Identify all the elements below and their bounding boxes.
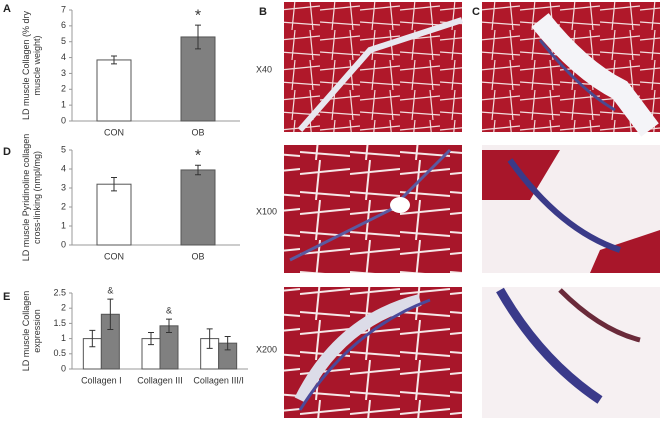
y-axis-label: LD muscle Pyridinoline collagen xyxy=(21,134,31,262)
image-detail xyxy=(390,197,410,213)
x-tick-label: Collagen III/I xyxy=(193,375,244,385)
error-bar xyxy=(206,328,213,349)
x-tick-label: CON xyxy=(104,127,124,137)
image-detail xyxy=(294,294,422,403)
panel-label: A xyxy=(3,3,11,15)
image xyxy=(284,287,462,418)
y-tick-label: 7 xyxy=(61,4,66,14)
panel-label: E xyxy=(3,291,10,303)
panel-label: B xyxy=(259,6,267,18)
annotation: & xyxy=(166,306,172,316)
y-tick-label: 1.5 xyxy=(53,318,66,328)
image xyxy=(284,2,462,132)
y-tick-label: 2 xyxy=(61,201,66,211)
y-tick-label: 5 xyxy=(61,36,66,46)
error-bar xyxy=(195,164,201,176)
y-tick-label: 6 xyxy=(61,20,66,30)
x-tick-label: OB xyxy=(191,127,204,137)
error-bar xyxy=(107,298,114,330)
histology-images xyxy=(284,2,660,418)
x-tick-label: CON xyxy=(104,251,124,261)
y-tick-label: 4 xyxy=(61,163,66,173)
image-detail xyxy=(496,287,603,404)
error-bar xyxy=(195,24,201,50)
error-bar xyxy=(111,55,117,65)
error-bar xyxy=(224,335,231,351)
y-tick-label: 5 xyxy=(61,144,66,154)
panel-label: D xyxy=(3,146,11,158)
y-tick-label: 3 xyxy=(61,182,66,192)
y-tick-label: 1 xyxy=(61,100,66,110)
image-detail xyxy=(289,148,452,262)
y-axis-label: expression xyxy=(32,309,42,353)
bar xyxy=(180,36,216,122)
bar xyxy=(96,59,132,122)
image-detail xyxy=(531,13,659,137)
y-tick-label: 3 xyxy=(61,68,66,78)
annotation: & xyxy=(107,285,113,295)
x-tick-label: OB xyxy=(191,251,204,261)
error-bar xyxy=(111,177,117,192)
y-tick-label: 2 xyxy=(61,84,66,94)
image-detail xyxy=(297,17,463,132)
image-detail xyxy=(298,298,431,411)
y-tick-label: 4 xyxy=(61,52,66,62)
y-axis-label: muscle weight) xyxy=(32,35,42,95)
y-tick-label: 1 xyxy=(61,220,66,230)
image-detail xyxy=(538,39,616,112)
image-detail xyxy=(507,158,621,253)
y-tick-label: 0 xyxy=(61,115,66,125)
x-tick-label: Collagen I xyxy=(81,375,122,385)
y-tick-label: 0 xyxy=(61,239,66,249)
magnification: X100 xyxy=(256,206,277,216)
image-detail xyxy=(558,288,641,343)
y-tick-label: 2 xyxy=(61,303,66,313)
error-bar xyxy=(148,332,154,346)
error-bar xyxy=(89,329,96,348)
y-tick-label: 0 xyxy=(61,363,66,373)
y-axis-label: cross-linking (nmpl/mg) xyxy=(32,151,42,244)
annotation: * xyxy=(195,7,201,24)
bar xyxy=(96,183,132,246)
x-tick-label: Collagen III xyxy=(137,375,183,385)
panel-label: C xyxy=(472,6,480,18)
y-tick-label: 0.5 xyxy=(53,348,66,358)
magnification: X200 xyxy=(256,344,277,354)
y-axis-label: LD muscle Collagen xyxy=(21,291,31,372)
annotation: * xyxy=(195,147,201,164)
y-tick-label: 1 xyxy=(61,333,66,343)
magnification: X40 xyxy=(256,64,272,74)
y-axis-label: LD muscle Collagen (% dry xyxy=(21,10,31,120)
error-bar xyxy=(166,318,172,334)
y-tick-label: 2.5 xyxy=(53,287,66,297)
bar xyxy=(180,169,216,246)
